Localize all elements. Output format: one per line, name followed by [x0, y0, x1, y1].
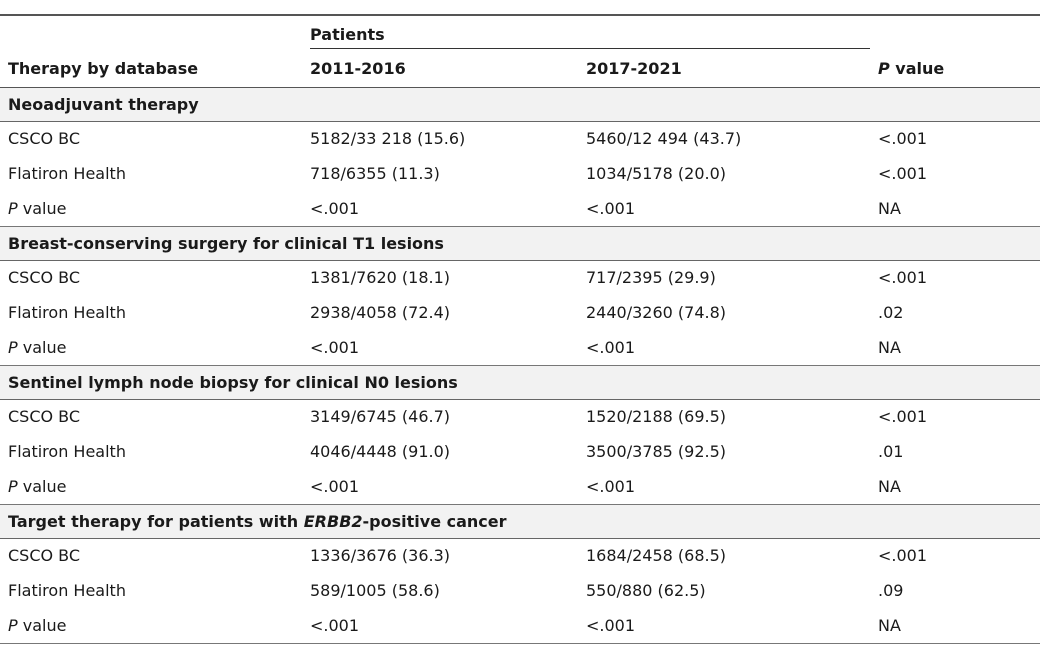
cell-p-value: NA [878, 476, 901, 496]
p-italic: P [8, 615, 18, 635]
patients-group-header: Patients [302, 15, 870, 49]
p-italic: P [8, 337, 18, 357]
table-body: Neoadjuvant therapy CSCO BC 5182/33 218 (1… [0, 87, 1040, 643]
cell-2017-2021: 5460/12 494 (43.7) [586, 129, 742, 149]
cell-2017-2021: <.001 [586, 337, 636, 357]
table-row: P value <.001 <.001 NA [0, 469, 1040, 504]
table-row: Flatiron Health 2938/4058 (72.4) 2440/3260… [0, 295, 1040, 330]
row-label: CSCO BC [8, 407, 81, 427]
table-row: P value <.001 <.001 NA [0, 330, 1040, 365]
cell-p-value: <.001 [878, 164, 928, 183]
row-label: Flatiron Health [8, 581, 126, 600]
therapy-table: Patients Therapy by database 2011-2016 2… [0, 14, 1040, 644]
cell-p-value: <.001 [878, 268, 928, 288]
table-row: Flatiron Health 718/6355 (11.3) 1034/5178 … [0, 156, 1040, 191]
p-value-text: value [889, 59, 945, 79]
cell-2011-2016: 589/1005 (58.6) [310, 581, 440, 600]
cell-2017-2021: 550/880 (62.5) [586, 581, 706, 600]
cell-p-value: <.001 [878, 546, 928, 566]
cell-2011-2016: 3149/6745 (46.7) [310, 407, 451, 427]
header-spacer [870, 15, 1040, 49]
header-spacer [0, 15, 302, 49]
column-header-p-value: P value [870, 49, 1040, 87]
cell-2017-2021: <.001 [586, 198, 636, 218]
p-value-text: value [17, 337, 67, 357]
section-header-row: Target therapy for patients with ERBB2-p… [0, 504, 1040, 538]
column-header-therapy: Therapy by database [8, 59, 199, 79]
cell-2017-2021: <.001 [586, 615, 636, 635]
table-row: P value <.001 <.001 NA [0, 608, 1040, 643]
table-row: CSCO BC 1381/7620 (18.1) 717/2395 (29.9) <.… [0, 260, 1040, 295]
section-title: Sentinel lymph node biopsy for clinical … [0, 365, 1040, 399]
section-title-text: Target therapy for patients with [8, 511, 304, 531]
row-label: P value [0, 469, 302, 504]
cell-2017-2021: 2440/3260 (74.8) [586, 303, 727, 322]
cell-2011-2016: <.001 [310, 615, 360, 635]
section-header-row: Sentinel lymph node biopsy for clinical … [0, 365, 1040, 399]
cell-p-value: NA [878, 198, 901, 218]
p-value-text: value [17, 198, 67, 218]
row-label: Flatiron Health [8, 442, 126, 461]
section-title-text: Neoadjuvant therapy [8, 94, 199, 114]
section-title-suffix: -positive cancer [362, 511, 507, 531]
row-label: Flatiron Health [8, 303, 126, 322]
column-header-2011-2016: 2011-2016 [310, 59, 406, 79]
row-label: P value [0, 191, 302, 226]
column-header-2017-2021: 2017-2021 [586, 59, 682, 79]
cell-2011-2016: 5182/33 218 (15.6) [310, 129, 466, 149]
table-row: CSCO BC 5182/33 218 (15.6) 5460/12 494 (43… [0, 121, 1040, 156]
table-row: P value <.001 <.001 NA [0, 191, 1040, 226]
section-title: Neoadjuvant therapy [0, 87, 1040, 121]
cell-p-value: <.001 [878, 407, 928, 427]
cell-2011-2016: <.001 [310, 198, 360, 218]
cell-2011-2016: 1336/3676 (36.3) [310, 546, 451, 566]
p-italic: P [8, 198, 18, 218]
cell-2017-2021: <.001 [586, 476, 636, 496]
table-row: CSCO BC 3149/6745 (46.7) 1520/2188 (69.5) <… [0, 399, 1040, 434]
cell-2017-2021: 717/2395 (29.9) [586, 268, 716, 288]
section-header-row: Neoadjuvant therapy [0, 87, 1040, 121]
section-header-row: Breast-conserving surgery for clinical T… [0, 226, 1040, 260]
cell-2017-2021: 3500/3785 (92.5) [586, 442, 727, 461]
row-label: Flatiron Health [8, 164, 126, 183]
cell-2011-2016: 2938/4058 (72.4) [310, 303, 451, 322]
cell-p-value: .01 [878, 442, 904, 461]
cell-p-value: .09 [878, 581, 904, 600]
cell-p-value: NA [878, 615, 901, 635]
cell-2011-2016: <.001 [310, 476, 360, 496]
cell-2011-2016: 1381/7620 (18.1) [310, 268, 451, 288]
cell-2017-2021: 1034/5178 (20.0) [586, 164, 727, 183]
section-title-gene: ERBB2 [303, 511, 363, 531]
cell-p-value: NA [878, 337, 901, 357]
cell-2017-2021: 1520/2188 (69.5) [586, 407, 727, 427]
row-label: CSCO BC [8, 129, 81, 149]
cell-2017-2021: 1684/2458 (68.5) [586, 546, 727, 566]
p-value-text: value [17, 476, 67, 496]
section-title-text: Breast-conserving surgery for clinical T… [8, 233, 444, 253]
cell-2011-2016: 718/6355 (11.3) [310, 164, 440, 183]
p-italic: P [8, 476, 18, 496]
section-title: Breast-conserving surgery for clinical T… [0, 226, 1040, 260]
section-title-text: Sentinel lymph node biopsy for clinical … [8, 372, 458, 392]
table-header: Patients Therapy by database 2011-2016 2… [0, 15, 1040, 87]
p-italic: P [878, 59, 890, 79]
row-label: CSCO BC [8, 546, 81, 566]
cell-p-value: <.001 [878, 129, 928, 149]
table-row: CSCO BC 1336/3676 (36.3) 1684/2458 (68.5) <… [0, 538, 1040, 573]
section-title: Target therapy for patients with ERBB2-p… [0, 504, 1040, 538]
cell-2011-2016: <.001 [310, 337, 360, 357]
table-row: Flatiron Health 4046/4448 (91.0) 3500/3785… [0, 434, 1040, 469]
row-label: P value [0, 330, 302, 365]
table-row: Flatiron Health 589/1005 (58.6) 550/880 (6… [0, 573, 1040, 608]
cell-p-value: .02 [878, 303, 904, 322]
p-value-text: value [17, 615, 67, 635]
cell-2011-2016: 4046/4448 (91.0) [310, 442, 451, 461]
row-label: CSCO BC [8, 268, 81, 288]
row-label: P value [0, 608, 302, 643]
